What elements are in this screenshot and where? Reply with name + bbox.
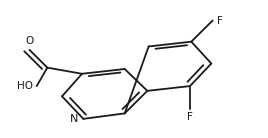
Text: F: F xyxy=(217,15,222,26)
Text: F: F xyxy=(187,112,193,122)
Text: HO: HO xyxy=(17,81,33,91)
Text: N: N xyxy=(70,114,79,124)
Text: O: O xyxy=(25,36,34,47)
